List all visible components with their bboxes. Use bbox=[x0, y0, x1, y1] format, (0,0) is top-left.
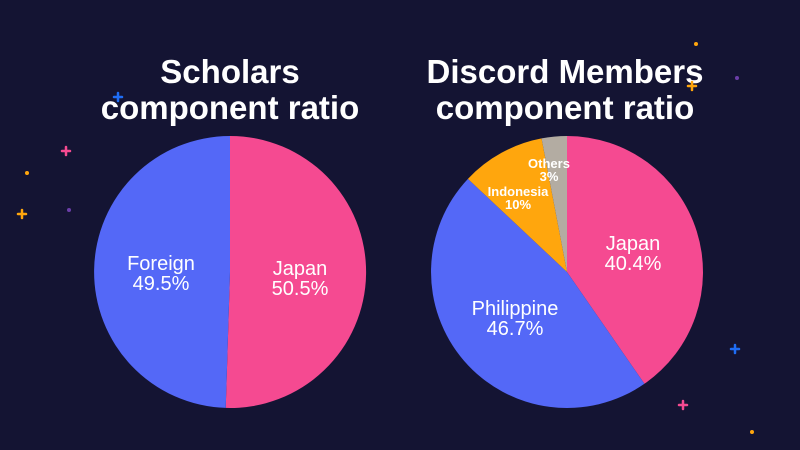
discord-slice-others bbox=[541, 136, 567, 272]
scholars-slice-foreign bbox=[94, 136, 231, 408]
sparkle-dot-icon bbox=[694, 42, 698, 46]
discord-value-philippine: 46.7% bbox=[487, 318, 544, 340]
scholars-title-line-2: component ratio bbox=[100, 89, 360, 126]
discord-slice-japan bbox=[567, 136, 703, 384]
sparkle-dot-icon bbox=[67, 208, 71, 212]
sparkle-dot-icon bbox=[750, 430, 754, 434]
scholars-slice-japan bbox=[225, 135, 367, 408]
sparkle-plus-icon bbox=[16, 208, 28, 220]
discord-value-indonesia: 10% bbox=[505, 197, 531, 212]
decorative-sparkles bbox=[16, 42, 754, 434]
scholars-label-foreign: Foreign bbox=[127, 253, 195, 275]
sparkle-plus-icon bbox=[60, 145, 72, 157]
discord-label-japan: Japan bbox=[606, 233, 661, 255]
scholars-value-foreign: 49.5% bbox=[133, 273, 190, 295]
scholars-chart-title: Scholars component ratio bbox=[80, 54, 380, 126]
discord-label-philippine: Philippine bbox=[472, 298, 559, 320]
discord-label-indonesia: Indonesia bbox=[488, 184, 549, 199]
discord-slice-indonesia bbox=[467, 138, 567, 272]
sparkle-plus-icon bbox=[686, 80, 698, 92]
discord-chart-title: Discord Members component ratio bbox=[410, 54, 720, 126]
sparkle-dot-icon bbox=[25, 171, 29, 175]
sparkle-plus-icon bbox=[677, 399, 689, 411]
scholars-label-japan: Japan bbox=[273, 258, 328, 280]
discord-slice-philippine bbox=[431, 178, 645, 408]
discord-title-line-2: component ratio bbox=[435, 89, 695, 126]
discord-value-others: 3% bbox=[540, 169, 559, 184]
sparkle-plus-icon bbox=[112, 91, 124, 103]
scholars-title-line-1: Scholars bbox=[160, 53, 300, 90]
discord-value-japan: 40.4% bbox=[605, 253, 662, 275]
sparkle-plus-icon bbox=[729, 343, 741, 355]
discord-title-line-1: Discord Members bbox=[426, 53, 704, 90]
sparkle-dot-icon bbox=[735, 76, 739, 80]
discord-label-others: Others bbox=[528, 156, 570, 171]
scholars-value-japan: 50.5% bbox=[272, 278, 329, 300]
